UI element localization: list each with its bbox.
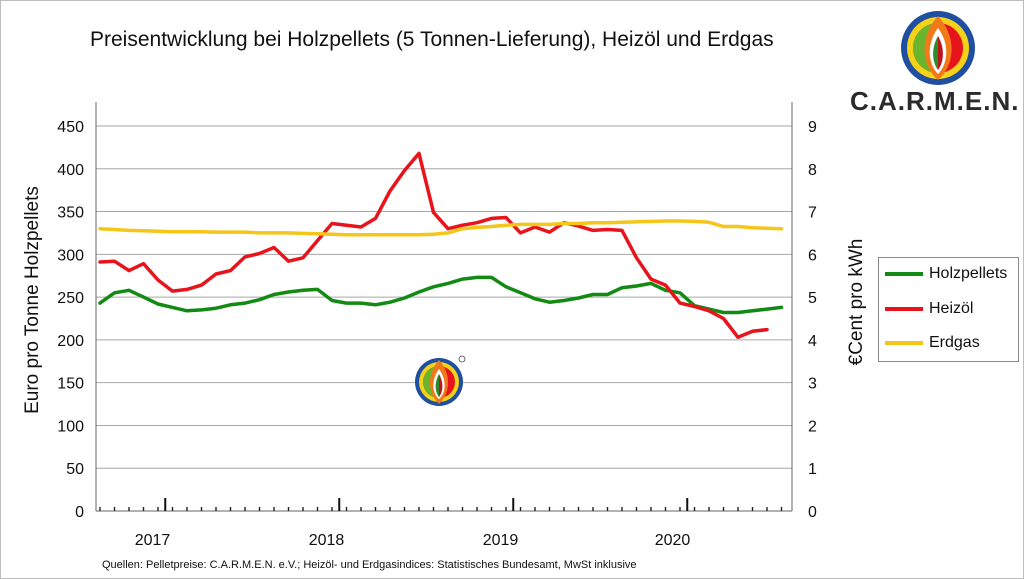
right-y-tick: 2 <box>808 418 817 435</box>
chart-title: Preisentwicklung bei Holzpellets (5 Tonn… <box>90 28 774 51</box>
x-year-labels: 2017 2018 2019 2020 <box>135 532 691 549</box>
right-y-tick: 7 <box>808 205 817 222</box>
legend-item-heizoel: Heizöl <box>885 299 973 319</box>
axes <box>95 102 793 512</box>
legend-swatch-erdgas <box>885 341 923 345</box>
left-y-tick: 400 <box>57 162 84 179</box>
left-y-tick: 350 <box>57 205 84 222</box>
x-year-label: 2019 <box>483 532 519 549</box>
x-year-label: 2018 <box>309 532 345 549</box>
series-line-erdgas <box>98 219 784 237</box>
right-y-tick-labels: 0 1 2 3 4 5 6 7 8 9 <box>808 119 817 521</box>
x-year-label: 2017 <box>135 532 171 549</box>
legend-swatch-holzpellets <box>885 272 923 276</box>
right-y-axis-title: €Cent pro kWh <box>846 239 867 366</box>
brand-name: C.A.R.M.E.N. <box>850 86 1020 116</box>
legend-swatch-heizoel <box>885 307 923 311</box>
legend-item-erdgas: Erdgas <box>885 333 980 353</box>
series-line-heizoel <box>98 151 769 340</box>
source-note: Quellen: Pelletpreise: C.A.R.M.E.N. e.V.… <box>102 559 637 571</box>
legend-label: Heizöl <box>929 300 974 317</box>
right-y-tick: 1 <box>808 461 817 478</box>
right-y-tick: 6 <box>808 247 817 264</box>
right-y-tick: 8 <box>808 162 817 179</box>
legend-label: Erdgas <box>929 334 980 351</box>
carmen-watermark-icon <box>414 354 466 408</box>
right-y-tick: 0 <box>808 504 817 521</box>
legend: Holzpellets Heizöl Erdgas <box>878 257 1019 362</box>
left-y-tick: 100 <box>57 418 84 435</box>
series-lines <box>98 151 784 340</box>
left-y-tick: 50 <box>66 461 84 478</box>
left-y-tick: 250 <box>57 290 84 307</box>
left-y-tick: 450 <box>57 119 84 136</box>
right-y-tick: 4 <box>808 333 817 350</box>
x-year-label: 2020 <box>655 532 691 549</box>
legend-item-holzpellets: Holzpellets <box>885 264 1007 284</box>
left-y-tick: 300 <box>57 247 84 264</box>
left-y-tick: 0 <box>75 504 84 521</box>
right-y-tick: 5 <box>808 290 817 307</box>
right-y-tick: 3 <box>808 376 817 393</box>
carmen-logo-icon <box>900 8 976 88</box>
left-y-axis-title: Euro pro Tonne Holzpellets <box>22 186 43 414</box>
left-y-tick: 150 <box>57 376 84 393</box>
grid-lines <box>96 125 792 469</box>
legend-label: Holzpellets <box>929 265 1008 282</box>
left-y-tick: 200 <box>57 333 84 350</box>
right-y-tick: 9 <box>808 119 817 136</box>
left-y-tick-labels: 0 50 100 150 200 250 300 350 400 450 <box>57 119 84 521</box>
